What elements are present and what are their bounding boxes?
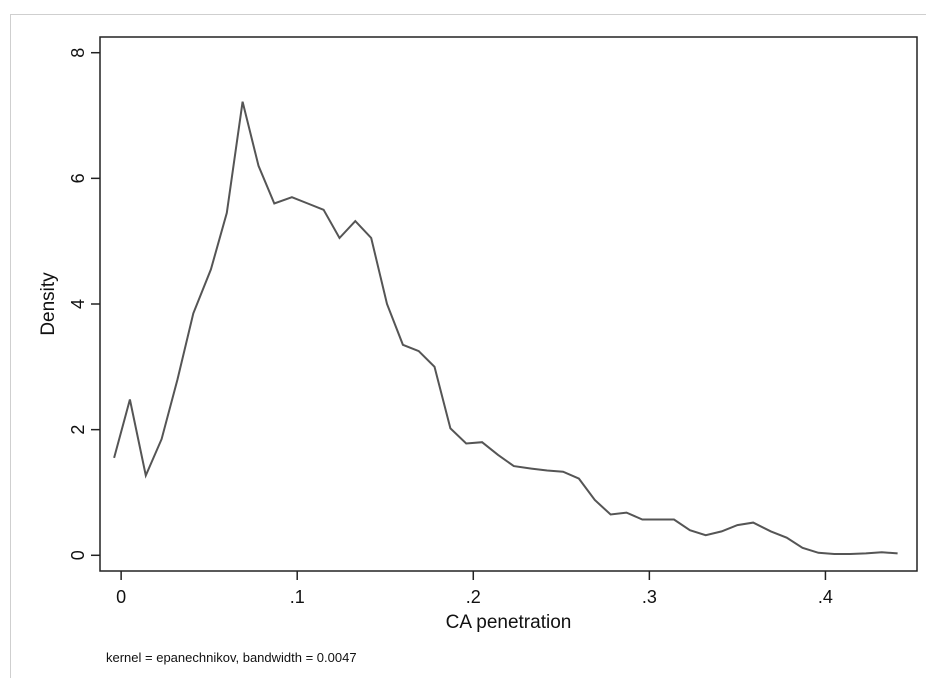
x-axis: 0 .1 .2 .3 .4	[116, 571, 833, 607]
y-tick-label: 4	[68, 299, 88, 309]
plot-area	[99, 36, 918, 572]
figure-frame	[10, 14, 926, 678]
y-tick-label: 2	[68, 425, 88, 435]
density-line	[113, 101, 898, 555]
x-tick-label: .4	[818, 587, 833, 607]
y-tick-label: 6	[68, 173, 88, 183]
y-axis: 0 2 4 6 8	[68, 48, 100, 560]
x-axis-title: CA penetration	[446, 612, 572, 633]
x-tick-label: .2	[466, 587, 481, 607]
x-tick-label: .1	[290, 587, 305, 607]
x-tick-label: 0	[116, 587, 126, 607]
kernel-note: kernel = epanechnikov, bandwidth = 0.004…	[106, 650, 357, 665]
x-tick-label: .3	[642, 587, 657, 607]
y-tick-label: 0	[68, 550, 88, 560]
y-tick-label: 8	[68, 48, 88, 58]
y-axis-title: Density	[38, 272, 59, 336]
